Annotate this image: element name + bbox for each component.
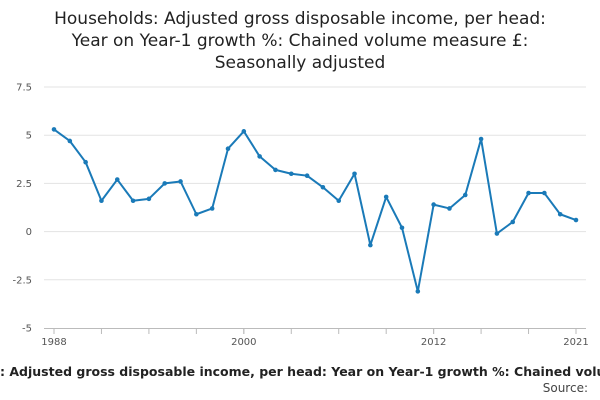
legend: Households: Adjusted gross disposable in…: [0, 364, 600, 380]
y-tick-label: 7.5: [16, 83, 32, 94]
x-tick-label: 2012: [421, 337, 446, 348]
data-point: [399, 225, 405, 231]
x-tick-label: 2000: [231, 337, 256, 348]
legend-label: Households: Adjusted gross disposable in…: [0, 364, 600, 379]
data-point: [257, 154, 262, 159]
data-point: [320, 184, 326, 190]
y-tick-label: 2.5: [16, 179, 32, 190]
chart-title-line-3: Seasonally adjusted: [214, 53, 386, 73]
chart-title-line-1: Households: Adjusted gross disposable in…: [54, 9, 546, 29]
data-point: [526, 190, 531, 196]
data-point: [288, 171, 294, 177]
data-point: [178, 179, 183, 184]
data-point: [352, 171, 357, 177]
data-point: [67, 138, 73, 144]
chart-title: Households: Adjusted gross disposable in…: [0, 8, 600, 74]
chart-title-line-2: Year on Year-1 growth %: Chained volume …: [71, 31, 529, 51]
data-point: [494, 231, 500, 236]
x-tick-label: 2021: [563, 337, 588, 348]
data-point: [573, 217, 579, 223]
data-point: [542, 190, 547, 196]
data-point: [557, 211, 563, 217]
data-point: [431, 202, 436, 207]
data-point: [478, 136, 484, 142]
data-point: [415, 289, 421, 294]
data-point: [273, 167, 278, 173]
series-line: [53, 128, 577, 293]
data-point: [304, 173, 310, 178]
y-tick-label: 5: [26, 131, 32, 142]
data-point: [241, 129, 247, 134]
x-tick-label: 1988: [41, 337, 66, 348]
data-point: [83, 159, 88, 165]
data-point: [209, 206, 215, 211]
data-point: [368, 242, 373, 248]
data-point: [336, 198, 342, 204]
source-label: Source:: [542, 381, 588, 395]
data-point: [114, 177, 120, 182]
data-point: [51, 127, 57, 132]
data-point: [447, 206, 452, 211]
data-point: [146, 196, 152, 202]
data-point: [99, 198, 104, 204]
data-point: [510, 219, 516, 225]
y-tick-label: -5: [22, 324, 32, 335]
data-point: [225, 146, 231, 151]
data-point: [462, 192, 468, 198]
data-point: [194, 211, 199, 217]
data-point: [130, 198, 136, 204]
y-tick-label: 0: [26, 227, 32, 238]
y-tick-label: -2.5: [12, 275, 32, 286]
data-point: [383, 194, 389, 200]
data-point: [162, 181, 168, 186]
